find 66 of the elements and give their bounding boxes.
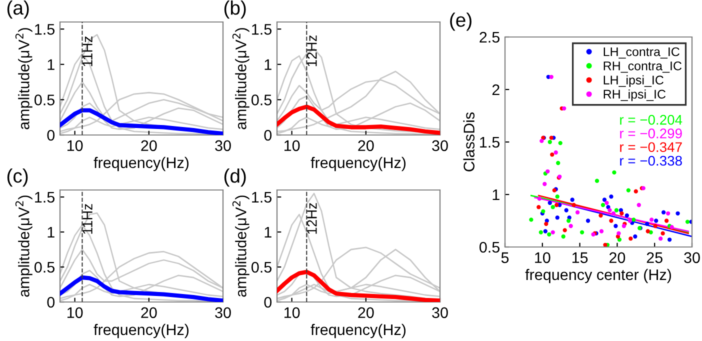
x-tick-label: 25 [646,252,662,264]
x-tick-label: 10 [67,307,83,318]
x-tick-label: 20 [141,140,157,152]
y-tick-label: 1 [264,59,272,70]
x-axis-title: frequency center (Hz) [525,268,672,284]
legend-label: LH_ipsi_IC [604,75,664,87]
y-axis-title: amplitude(μV$^{2}$) [232,196,250,297]
x-tick-label: 20 [609,252,626,264]
chart-title: (a) [7,0,29,19]
chart-title: (e) [450,12,472,31]
y-axis-title: amplitude(μV$^{2}$) [232,28,250,130]
y-tick-label: 0.5 [34,94,54,106]
y-tick-label: 1 [48,227,54,238]
x-tick-label: 30 [215,307,231,318]
legend-label: RH_contra_IC [604,61,682,73]
x-axis-title: frequency(Hz) [310,156,406,172]
legend-label: LH_contra_IC [604,47,680,59]
y-tick-label: 1.5 [35,192,54,203]
y-tick-label: 1 [492,190,500,200]
y-tick-label: 0.5 [34,262,54,273]
x-axis-title: frequency(Hz) [94,156,189,172]
chart-title: (c) [7,168,28,187]
y-tick-label: 1.5 [252,24,272,35]
y-tick-label: 1 [48,59,54,70]
y-tick-label: 0 [264,130,272,141]
x-tick-label: 30 [215,140,231,152]
y-tick-label: 1.5 [252,192,272,203]
x-tick-label: 5 [501,252,509,264]
y-tick-label: 0 [47,130,55,141]
y-axis-title: amplitude(μV$^{2}$) [15,196,32,297]
x-tick-label: 20 [358,307,374,318]
ref-line-label: 11Hz [82,204,92,234]
x-tick-label: 15 [572,252,588,264]
legend-label: RH_ipsi_IC [604,89,666,102]
chart-title: (d) [224,168,246,187]
y-tick-label: 0 [264,296,272,308]
y-tick-label: 1.5 [35,24,54,35]
y-tick-label: 2 [492,84,500,96]
x-tick-label: 10 [284,140,300,152]
y-tick-label: 1 [264,227,272,238]
y-axis-title: amplitude(μV$^{2}$) [15,28,32,130]
x-tick-label: 30 [684,252,700,264]
y-tick-label: 0 [47,296,55,308]
annotation: r = −0.299 [620,128,682,138]
x-tick-label: 30 [432,140,448,152]
chart-title: (b) [224,0,246,19]
y-tick-label: 0.5 [480,242,500,253]
x-tick-label: 10 [535,252,550,264]
x-tick-label: 10 [284,307,300,318]
y-tick-label: 0.5 [252,94,272,106]
x-tick-label: 20 [141,307,157,318]
x-tick-label: 20 [358,140,374,152]
annotation: r = −0.338 [620,156,682,166]
y-tick-label: 2.5 [480,32,500,43]
ref-line-label: 12Hz [307,203,317,234]
y-tick-label: 1.5 [480,137,500,148]
x-tick-label: 10 [67,140,83,152]
y-axis-title: ClassDis [463,112,474,172]
annotation: r = −0.347 [620,142,682,152]
ref-line-label: 12Hz [307,35,317,66]
x-tick-label: 30 [432,307,448,318]
y-tick-label: 0.5 [252,262,272,273]
x-axis-title: frequency(Hz) [94,324,189,338]
annotation: r = −0.204 [620,114,682,125]
ref-line-label: 11Hz [82,36,92,66]
x-axis-title: frequency(Hz) [310,324,406,338]
